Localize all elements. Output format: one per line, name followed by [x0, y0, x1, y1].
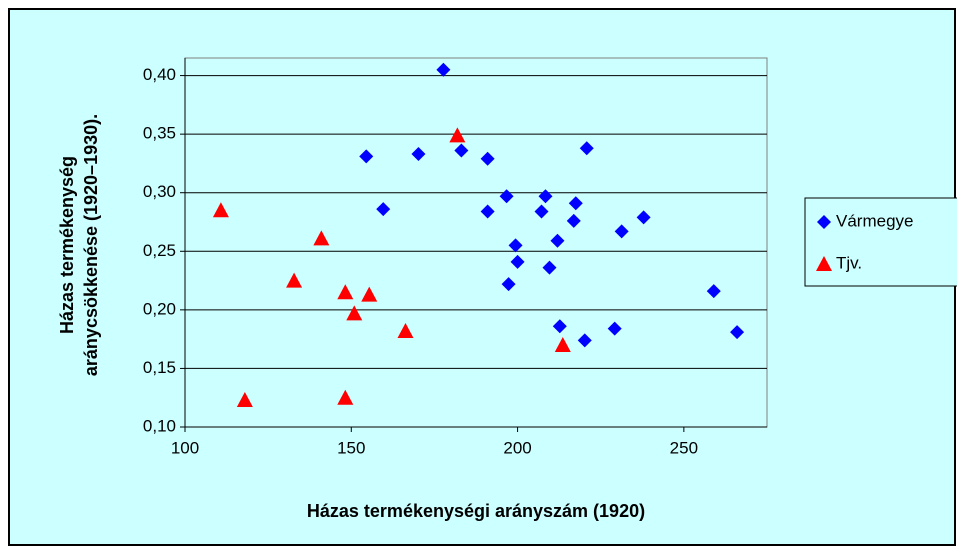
x-tick-label: 150 — [337, 438, 365, 457]
y-tick-label: 0,30 — [143, 182, 176, 201]
point — [566, 213, 581, 228]
point — [480, 204, 495, 219]
legend-marker — [816, 256, 832, 271]
point — [510, 254, 525, 269]
point — [359, 149, 374, 164]
point — [577, 333, 592, 348]
y-tick-label: 0,20 — [143, 299, 176, 318]
point — [550, 233, 565, 248]
point — [552, 319, 567, 334]
y-tick-label: 0,35 — [143, 124, 176, 143]
point — [454, 143, 469, 158]
point — [508, 238, 523, 253]
x-axis-title: Házas termékenységi arányszám (1920) — [307, 501, 645, 521]
y-axis-title: Házas termékenység — [57, 156, 77, 334]
point — [212, 202, 229, 218]
legend-label: Tjv. — [836, 253, 862, 272]
y-tick-label: 0,25 — [143, 241, 176, 260]
point — [636, 210, 651, 225]
legend-marker — [817, 215, 831, 229]
point — [397, 322, 414, 338]
point — [361, 286, 378, 302]
point — [579, 141, 594, 156]
point — [236, 392, 253, 408]
point — [568, 196, 583, 211]
point — [376, 202, 391, 217]
point — [730, 325, 745, 340]
point — [337, 284, 354, 300]
y-tick-label: 0,10 — [143, 416, 176, 435]
point — [411, 147, 426, 162]
y-axis-title: aránycsökkenése (1920–1930). — [81, 114, 101, 376]
point — [706, 284, 721, 299]
plot-area — [184, 57, 768, 428]
point — [313, 230, 330, 246]
x-tick-label: 200 — [503, 438, 531, 457]
point — [614, 224, 629, 239]
point — [607, 321, 622, 336]
x-tick-label: 100 — [171, 438, 199, 457]
y-tick-label: 0,40 — [143, 65, 176, 84]
point — [480, 151, 495, 166]
point — [534, 204, 549, 219]
point — [542, 260, 557, 275]
point — [286, 272, 303, 288]
point — [501, 277, 516, 292]
x-tick-label: 250 — [670, 438, 698, 457]
point — [337, 389, 354, 405]
point — [449, 127, 466, 143]
legend-label: Vármegye — [836, 211, 913, 230]
point — [554, 337, 571, 352]
point — [436, 62, 451, 77]
point — [499, 189, 514, 204]
y-tick-label: 0,15 — [143, 358, 176, 377]
point — [538, 189, 553, 204]
legend — [804, 197, 957, 287]
point — [346, 305, 363, 321]
